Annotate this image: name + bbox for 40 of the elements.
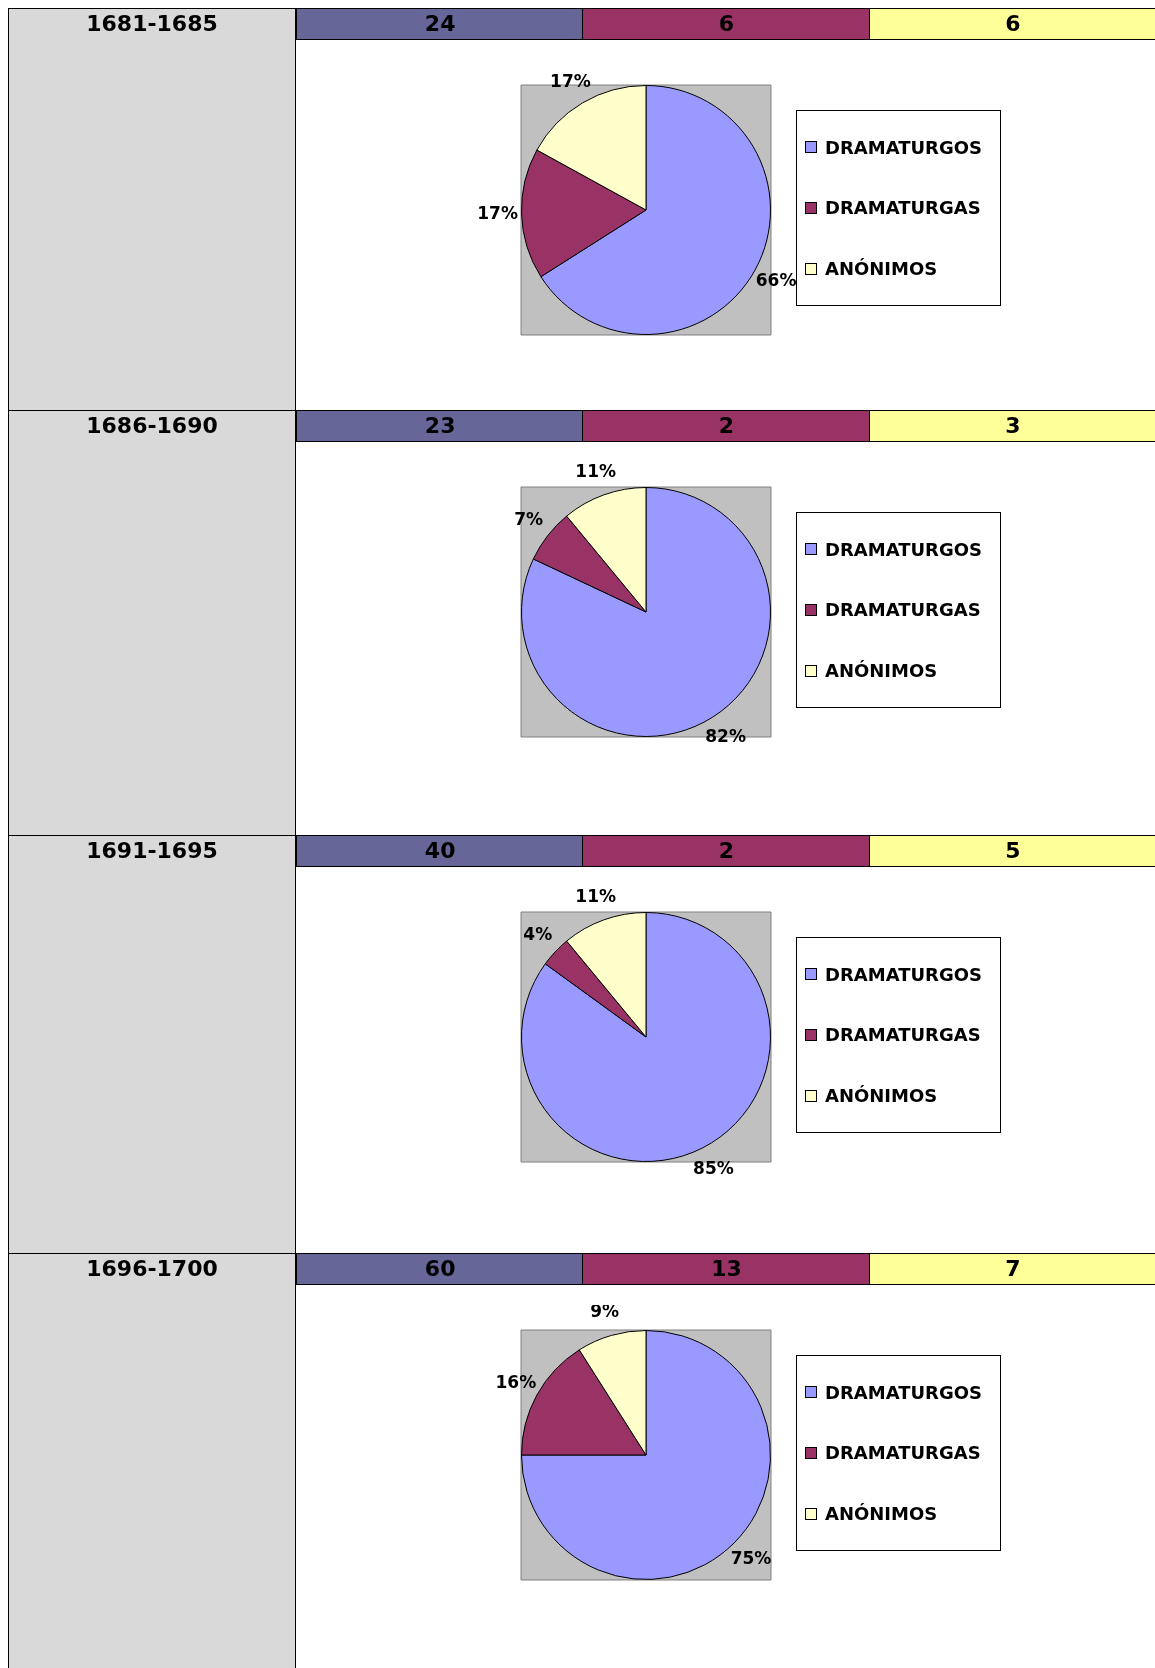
text: 13 [582, 1254, 870, 1285]
text: 1681-1685 [85, 11, 219, 36]
text: 2 [582, 411, 870, 442]
text: 23 [296, 411, 584, 442]
legend-label: DRAMATURGAS [825, 1024, 981, 1046]
data-label: 7% [514, 509, 544, 530]
legend-label: ANÓNIMOS [825, 1085, 938, 1107]
legend-label: DRAMATURGOS [825, 538, 982, 560]
data-label: 4% [523, 923, 553, 944]
data-label: 16% [495, 1371, 537, 1392]
text: 6 [582, 9, 870, 40]
data-label: 11% [575, 885, 617, 906]
text: 7 [868, 1254, 1155, 1285]
legend-label: DRAMATURGAS [825, 197, 981, 219]
text: 2 [582, 836, 870, 867]
data-label: 17% [550, 70, 591, 91]
text: 40 [296, 836, 584, 867]
text: 24 [296, 9, 584, 40]
text: 1691-1695 [85, 838, 219, 863]
legend-label: DRAMATURGAS [825, 1442, 981, 1464]
legend-label: DRAMATURGOS [825, 963, 982, 985]
legend-label: DRAMATURGOS [825, 136, 982, 158]
data-label: 85% [693, 1157, 734, 1178]
text: 3 [868, 411, 1155, 442]
data-label: 17% [477, 203, 518, 224]
data-label: 75% [730, 1548, 772, 1569]
text: 60 [296, 1254, 584, 1285]
text: 6 [868, 9, 1155, 40]
text: 5 [868, 836, 1155, 867]
data-label: 66% [755, 269, 797, 290]
data-label: 9% [590, 1300, 620, 1321]
legend-label: DRAMATURGOS [825, 1381, 982, 1403]
legend-label: DRAMATURGAS [825, 599, 981, 621]
legend-label: ANÓNIMOS [825, 1503, 938, 1525]
text: 1696-1700 [85, 1256, 219, 1281]
legend-label: ANÓNIMOS [825, 258, 938, 280]
text: 1686-1690 [85, 413, 219, 438]
data-label: 11% [575, 460, 617, 481]
data-label: 82% [705, 725, 746, 746]
legend-label: ANÓNIMOS [825, 660, 938, 682]
